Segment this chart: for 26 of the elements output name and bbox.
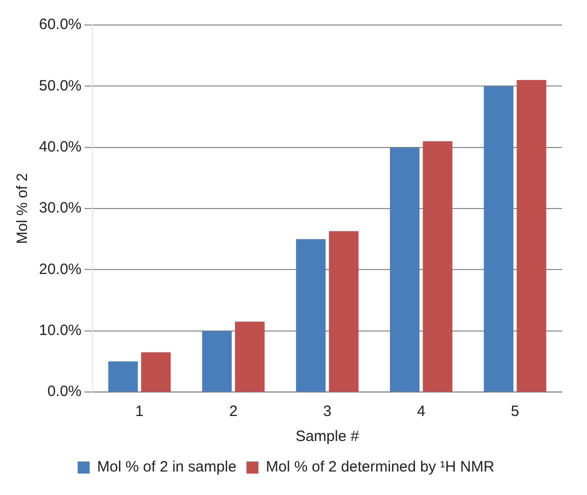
bar <box>516 80 546 392</box>
x-tick-label: 4 <box>416 403 426 420</box>
y-tick-label: 30.0% <box>38 200 82 217</box>
bar <box>235 322 265 392</box>
bar <box>484 86 514 392</box>
x-axis-title: Sample # <box>296 428 360 446</box>
y-tick-label: 0.0% <box>47 383 82 400</box>
y-tick-label: 40.0% <box>38 138 82 156</box>
y-tick-label: 10.0% <box>38 322 82 339</box>
y-tick-label: 60.0% <box>38 16 82 34</box>
legend-label: Mol % of 2 in sample <box>97 458 236 476</box>
bar <box>141 352 171 392</box>
y-tick-label: 50.0% <box>38 77 82 94</box>
bar <box>202 330 232 392</box>
bar <box>296 239 326 392</box>
bar <box>422 141 452 392</box>
y-tick-label: 20.0% <box>38 260 82 278</box>
bar <box>108 361 138 392</box>
x-tick-label: 2 <box>229 403 238 420</box>
x-tick-label: 3 <box>323 403 332 420</box>
y-axis-title: Mol % of 2 <box>14 173 32 244</box>
bar <box>390 147 420 392</box>
legend-label: Mol % of 2 determined by ¹H NMR <box>266 458 494 476</box>
x-tick-label: 1 <box>135 403 144 420</box>
x-tick-label: 5 <box>510 403 520 420</box>
bar <box>328 231 358 392</box>
